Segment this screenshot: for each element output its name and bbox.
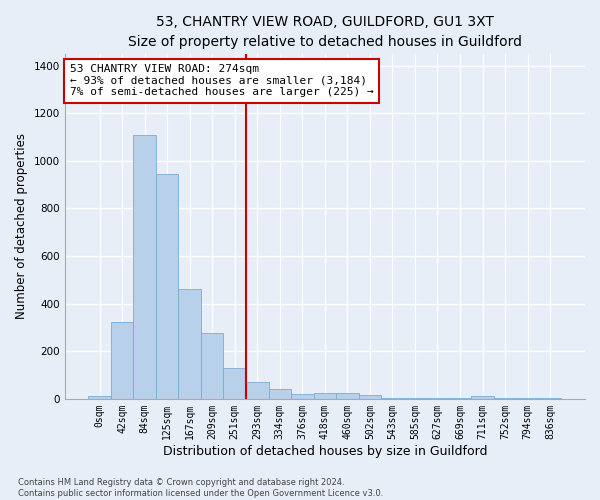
Bar [201, 334, 223, 399]
Bar [426, 398, 449, 399]
Title: 53, CHANTRY VIEW ROAD, GUILDFORD, GU1 3XT
Size of property relative to detached : 53, CHANTRY VIEW ROAD, GUILDFORD, GU1 3X… [128, 15, 522, 48]
Bar [449, 398, 471, 399]
Bar [223, 368, 246, 399]
Bar [291, 394, 314, 399]
Bar [269, 390, 291, 399]
X-axis label: Distribution of detached houses by size in Guildford: Distribution of detached houses by size … [163, 444, 487, 458]
Bar [178, 290, 201, 399]
Bar [471, 396, 494, 399]
Bar [381, 398, 404, 399]
Bar [156, 174, 178, 399]
Bar [111, 322, 133, 399]
Text: Contains HM Land Registry data © Crown copyright and database right 2024.
Contai: Contains HM Land Registry data © Crown c… [18, 478, 383, 498]
Bar [404, 398, 426, 399]
Bar [336, 393, 359, 399]
Bar [133, 134, 156, 399]
Y-axis label: Number of detached properties: Number of detached properties [15, 134, 28, 320]
Bar [314, 393, 336, 399]
Text: 53 CHANTRY VIEW ROAD: 274sqm
← 93% of detached houses are smaller (3,184)
7% of : 53 CHANTRY VIEW ROAD: 274sqm ← 93% of de… [70, 64, 374, 98]
Bar [88, 396, 111, 399]
Bar [359, 394, 381, 399]
Bar [246, 382, 269, 399]
